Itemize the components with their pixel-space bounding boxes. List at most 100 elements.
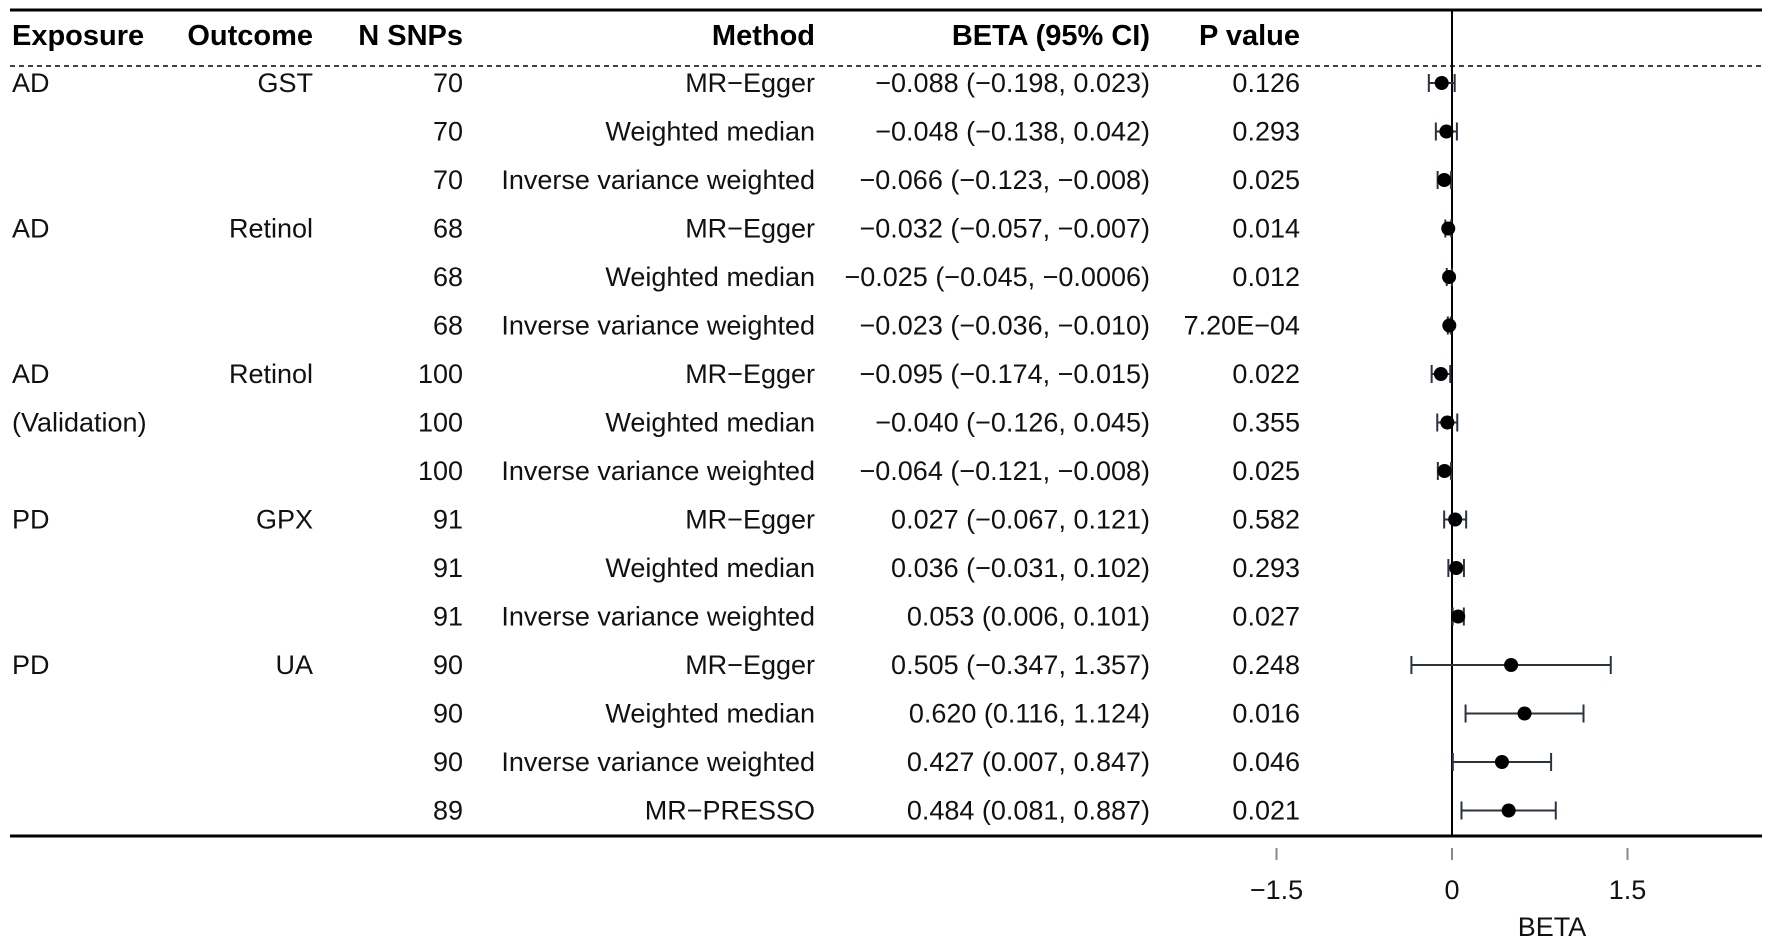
exposure-cell: AD xyxy=(12,68,50,98)
estimate-mark xyxy=(1441,219,1456,238)
x-tick-label: 0 xyxy=(1444,875,1459,905)
beta-ci-cell: 0.620 (0.116, 1.124) xyxy=(909,699,1150,729)
beta-ci-cell: 0.036 (−0.031, 0.102) xyxy=(891,553,1150,583)
col-method-header: Method xyxy=(712,20,815,52)
point-estimate xyxy=(1441,221,1456,236)
table-row: 70 Inverse variance weighted −0.066 (−0.12… xyxy=(433,165,1300,195)
nsnps-cell: 100 xyxy=(418,456,463,486)
point-estimate xyxy=(1433,367,1448,381)
nsnps-cell: 91 xyxy=(433,553,463,583)
estimate-mark xyxy=(1436,413,1459,432)
outcome-cell: GPX xyxy=(256,505,313,535)
method-cell: Weighted median xyxy=(605,553,815,583)
beta-ci-cell: −0.088 (−0.198, 0.023) xyxy=(875,68,1150,98)
col-outcome-header: Outcome xyxy=(187,20,313,52)
point-estimate xyxy=(1440,415,1455,430)
estimate-mark xyxy=(1451,607,1466,626)
nsnps-cell: 68 xyxy=(433,262,463,292)
point-estimate xyxy=(1442,318,1457,333)
beta-ci-cell: −0.095 (−0.174, −0.015) xyxy=(860,359,1151,389)
point-estimate xyxy=(1434,76,1449,90)
beta-ci-cell: 0.027 (−0.067, 0.121) xyxy=(891,505,1150,535)
exposure-cell: (Validation) xyxy=(12,408,147,438)
estimate-mark xyxy=(1464,704,1585,723)
pvalue-cell: 0.355 xyxy=(1232,408,1300,438)
method-cell: MR−Egger xyxy=(685,214,815,244)
estimate-mark xyxy=(1410,656,1612,674)
method-cell: MR−Egger xyxy=(685,650,815,680)
x-tick-label: 1.5 xyxy=(1609,875,1647,905)
exposure-cell: PD xyxy=(12,505,50,535)
beta-ci-cell: −0.048 (−0.138, 0.042) xyxy=(875,117,1150,147)
nsnps-cell: 70 xyxy=(433,68,463,98)
method-cell: Inverse variance weighted xyxy=(501,602,815,632)
forest-marks xyxy=(1410,74,1612,820)
estimate-mark xyxy=(1430,365,1452,383)
estimate-mark xyxy=(1436,462,1453,480)
table-row: 90 Weighted median 0.620 (0.116, 1.124) 0.0… xyxy=(433,699,1300,729)
nsnps-cell: 100 xyxy=(418,408,463,438)
estimate-mark xyxy=(1442,268,1457,286)
nsnps-cell: 90 xyxy=(433,747,463,777)
nsnps-cell: 68 xyxy=(433,311,463,341)
point-estimate xyxy=(1504,658,1519,672)
beta-ci-cell: 0.427 (0.007, 0.847) xyxy=(907,747,1150,777)
estimate-mark xyxy=(1447,559,1465,577)
method-cell: Inverse variance weighted xyxy=(501,165,815,195)
method-cell: MR−Egger xyxy=(685,505,815,535)
method-cell: MR−Egger xyxy=(685,68,815,98)
table-row: 90 Inverse variance weighted 0.427 (0.007,… xyxy=(433,747,1300,777)
table-row: 100 Inverse variance weighted −0.064 (−0.1… xyxy=(418,456,1300,486)
estimate-mark xyxy=(1460,801,1557,820)
method-cell: Weighted median xyxy=(605,262,815,292)
table-row: PD UA 90 MR−Egger 0.505 (−0.347, 1.357) 0.248 xyxy=(12,650,1300,680)
table-row: 91 Inverse variance weighted 0.053 (0.006,… xyxy=(433,602,1300,632)
beta-ci-cell: 0.505 (−0.347, 1.357) xyxy=(891,650,1150,680)
table-row: 70 Weighted median −0.048 (−0.138, 0.042) 0… xyxy=(433,117,1300,147)
estimate-mark xyxy=(1443,510,1468,529)
x-axis-label: BETA xyxy=(1518,912,1587,942)
beta-ci-cell: −0.032 (−0.057, −0.007) xyxy=(860,214,1151,244)
beta-ci-cell: −0.025 (−0.045, −0.0006) xyxy=(844,262,1150,292)
point-estimate xyxy=(1439,124,1454,139)
table-row: AD GST 70 MR−Egger −0.088 (−0.198, 0.023) 0.1… xyxy=(12,68,1300,98)
pvalue-cell: 0.293 xyxy=(1232,117,1300,147)
beta-ci-cell: −0.064 (−0.121, −0.008) xyxy=(860,456,1151,486)
method-cell: Weighted median xyxy=(605,117,815,147)
outcome-cell: UA xyxy=(275,650,313,680)
table-row: (Validation) 100 Weighted median −0.040 (−0… xyxy=(12,408,1300,438)
col-exposure-header: Exposure xyxy=(12,20,144,52)
point-estimate xyxy=(1451,609,1466,624)
table-row: AD Retinol 68 MR−Egger −0.032 (−0.057, −0.00… xyxy=(12,214,1300,244)
point-estimate xyxy=(1449,561,1464,575)
nsnps-cell: 91 xyxy=(433,602,463,632)
point-estimate xyxy=(1501,803,1516,818)
pvalue-cell: 0.016 xyxy=(1232,699,1300,729)
estimate-mark xyxy=(1427,74,1456,92)
nsnps-cell: 90 xyxy=(433,650,463,680)
beta-ci-cell: −0.023 (−0.036, −0.010) xyxy=(860,311,1151,341)
outcome-cell: GST xyxy=(257,68,313,98)
point-estimate xyxy=(1437,464,1452,478)
point-estimate xyxy=(1494,755,1509,769)
exposure-cell: AD xyxy=(12,214,50,244)
beta-ci-cell: −0.040 (−0.126, 0.045) xyxy=(875,408,1150,438)
estimate-mark xyxy=(1436,171,1453,189)
table-row: 91 Weighted median 0.036 (−0.031, 0.102) 0.… xyxy=(433,553,1300,583)
pvalue-cell: 0.021 xyxy=(1232,796,1300,826)
pvalue-cell: 0.025 xyxy=(1232,165,1300,195)
method-cell: Weighted median xyxy=(605,408,815,438)
exposure-cell: PD xyxy=(12,650,50,680)
pvalue-cell: 0.248 xyxy=(1232,650,1300,680)
pvalue-cell: 7.20E−04 xyxy=(1184,311,1300,341)
pvalue-cell: 0.582 xyxy=(1232,505,1300,535)
point-estimate xyxy=(1437,173,1452,187)
pvalue-cell: 0.025 xyxy=(1232,456,1300,486)
method-cell: Inverse variance weighted xyxy=(501,311,815,341)
nsnps-cell: 70 xyxy=(433,117,463,147)
col-nsnps-header: N SNPs xyxy=(358,20,463,52)
pvalue-cell: 0.027 xyxy=(1232,602,1300,632)
beta-ci-cell: −0.066 (−0.123, −0.008) xyxy=(860,165,1151,195)
nsnps-cell: 90 xyxy=(433,699,463,729)
